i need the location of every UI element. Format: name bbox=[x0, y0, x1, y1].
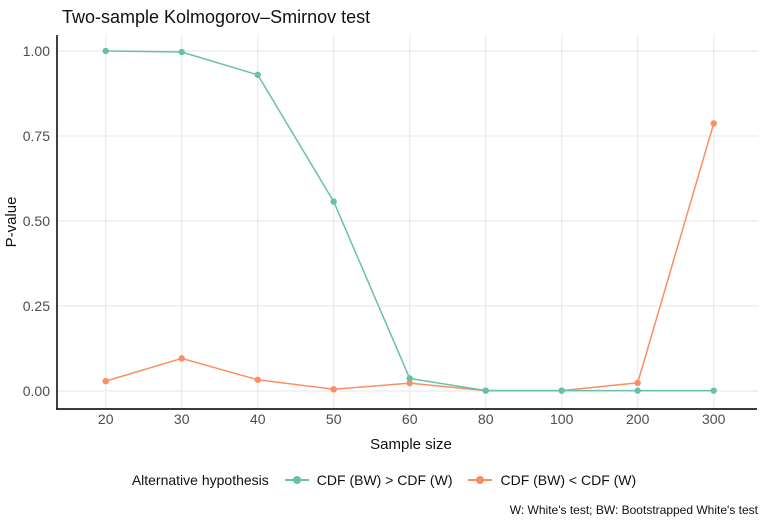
data-point-series1-x50 bbox=[330, 386, 337, 393]
legend-title: Alternative hypothesis bbox=[131, 472, 269, 488]
y-tick-label: 1.00 bbox=[23, 43, 50, 59]
y-tick-label: 0.75 bbox=[23, 128, 50, 144]
x-tick-label: 30 bbox=[174, 411, 190, 427]
legend-entry-cdf-less: CDF (BW) < CDF (W) bbox=[468, 472, 636, 488]
ks-test-line-chart: 0.00 0.25 0.50 0.75 1.00 20 30 40 50 60 80 100 200 30… bbox=[3, 7, 758, 453]
legend-entry-label: CDF (BW) < CDF (W) bbox=[500, 472, 637, 488]
chart-title: Two-sample Kolmogorov–Smirnov test bbox=[62, 7, 370, 27]
data-point-series0-x50 bbox=[330, 198, 337, 205]
data-point-series1-x60 bbox=[406, 379, 413, 387]
x-tick-label: 80 bbox=[478, 411, 494, 427]
x-tick-label: 20 bbox=[98, 411, 114, 427]
data-point-series0-x60 bbox=[406, 375, 413, 382]
axis-title-x: Sample size bbox=[370, 436, 452, 453]
x-tick-label: 50 bbox=[326, 411, 342, 427]
legend-entry-cdf-greater: CDF (BW) > CDF (W) bbox=[284, 472, 453, 488]
data-point-series1-x200 bbox=[634, 379, 641, 387]
y-tick-label: 0.00 bbox=[23, 383, 50, 399]
data-point-series0-x30 bbox=[178, 48, 185, 56]
data-point-series0-x20 bbox=[102, 47, 109, 55]
data-point-series0-x300 bbox=[710, 387, 717, 394]
axis-title-y: P-value bbox=[3, 197, 20, 248]
chart-legend: Alternative hypothesis CDF (BW) > CDF (W… bbox=[0, 467, 768, 493]
data-point-series1-x30 bbox=[178, 355, 185, 362]
legend-key-orange-line-dot-icon bbox=[468, 475, 493, 485]
x-tick-label: 60 bbox=[402, 411, 418, 427]
y-tick-label: 0.25 bbox=[23, 298, 50, 314]
data-point-series0-x80 bbox=[482, 387, 489, 394]
footnote-caption: W: White's test; BW: Bootstrapped White'… bbox=[509, 503, 758, 517]
y-tick-label: 0.50 bbox=[23, 213, 50, 229]
x-tick-label: 200 bbox=[626, 411, 650, 427]
data-point-series1-x20 bbox=[102, 377, 109, 385]
x-tick-label: 100 bbox=[550, 411, 574, 427]
legend-key-green-line-dot-icon bbox=[284, 475, 309, 485]
data-point-series0-x40 bbox=[254, 71, 261, 79]
data-point-series0-x200 bbox=[634, 387, 641, 394]
data-point-series1-x300 bbox=[710, 120, 717, 127]
x-tick-label: 40 bbox=[250, 411, 266, 427]
data-point-series0-x100 bbox=[558, 387, 565, 394]
x-tick-label: 300 bbox=[702, 411, 726, 427]
data-point-series1-x40 bbox=[254, 376, 261, 383]
legend-entry-label: CDF (BW) > CDF (W) bbox=[316, 472, 453, 488]
